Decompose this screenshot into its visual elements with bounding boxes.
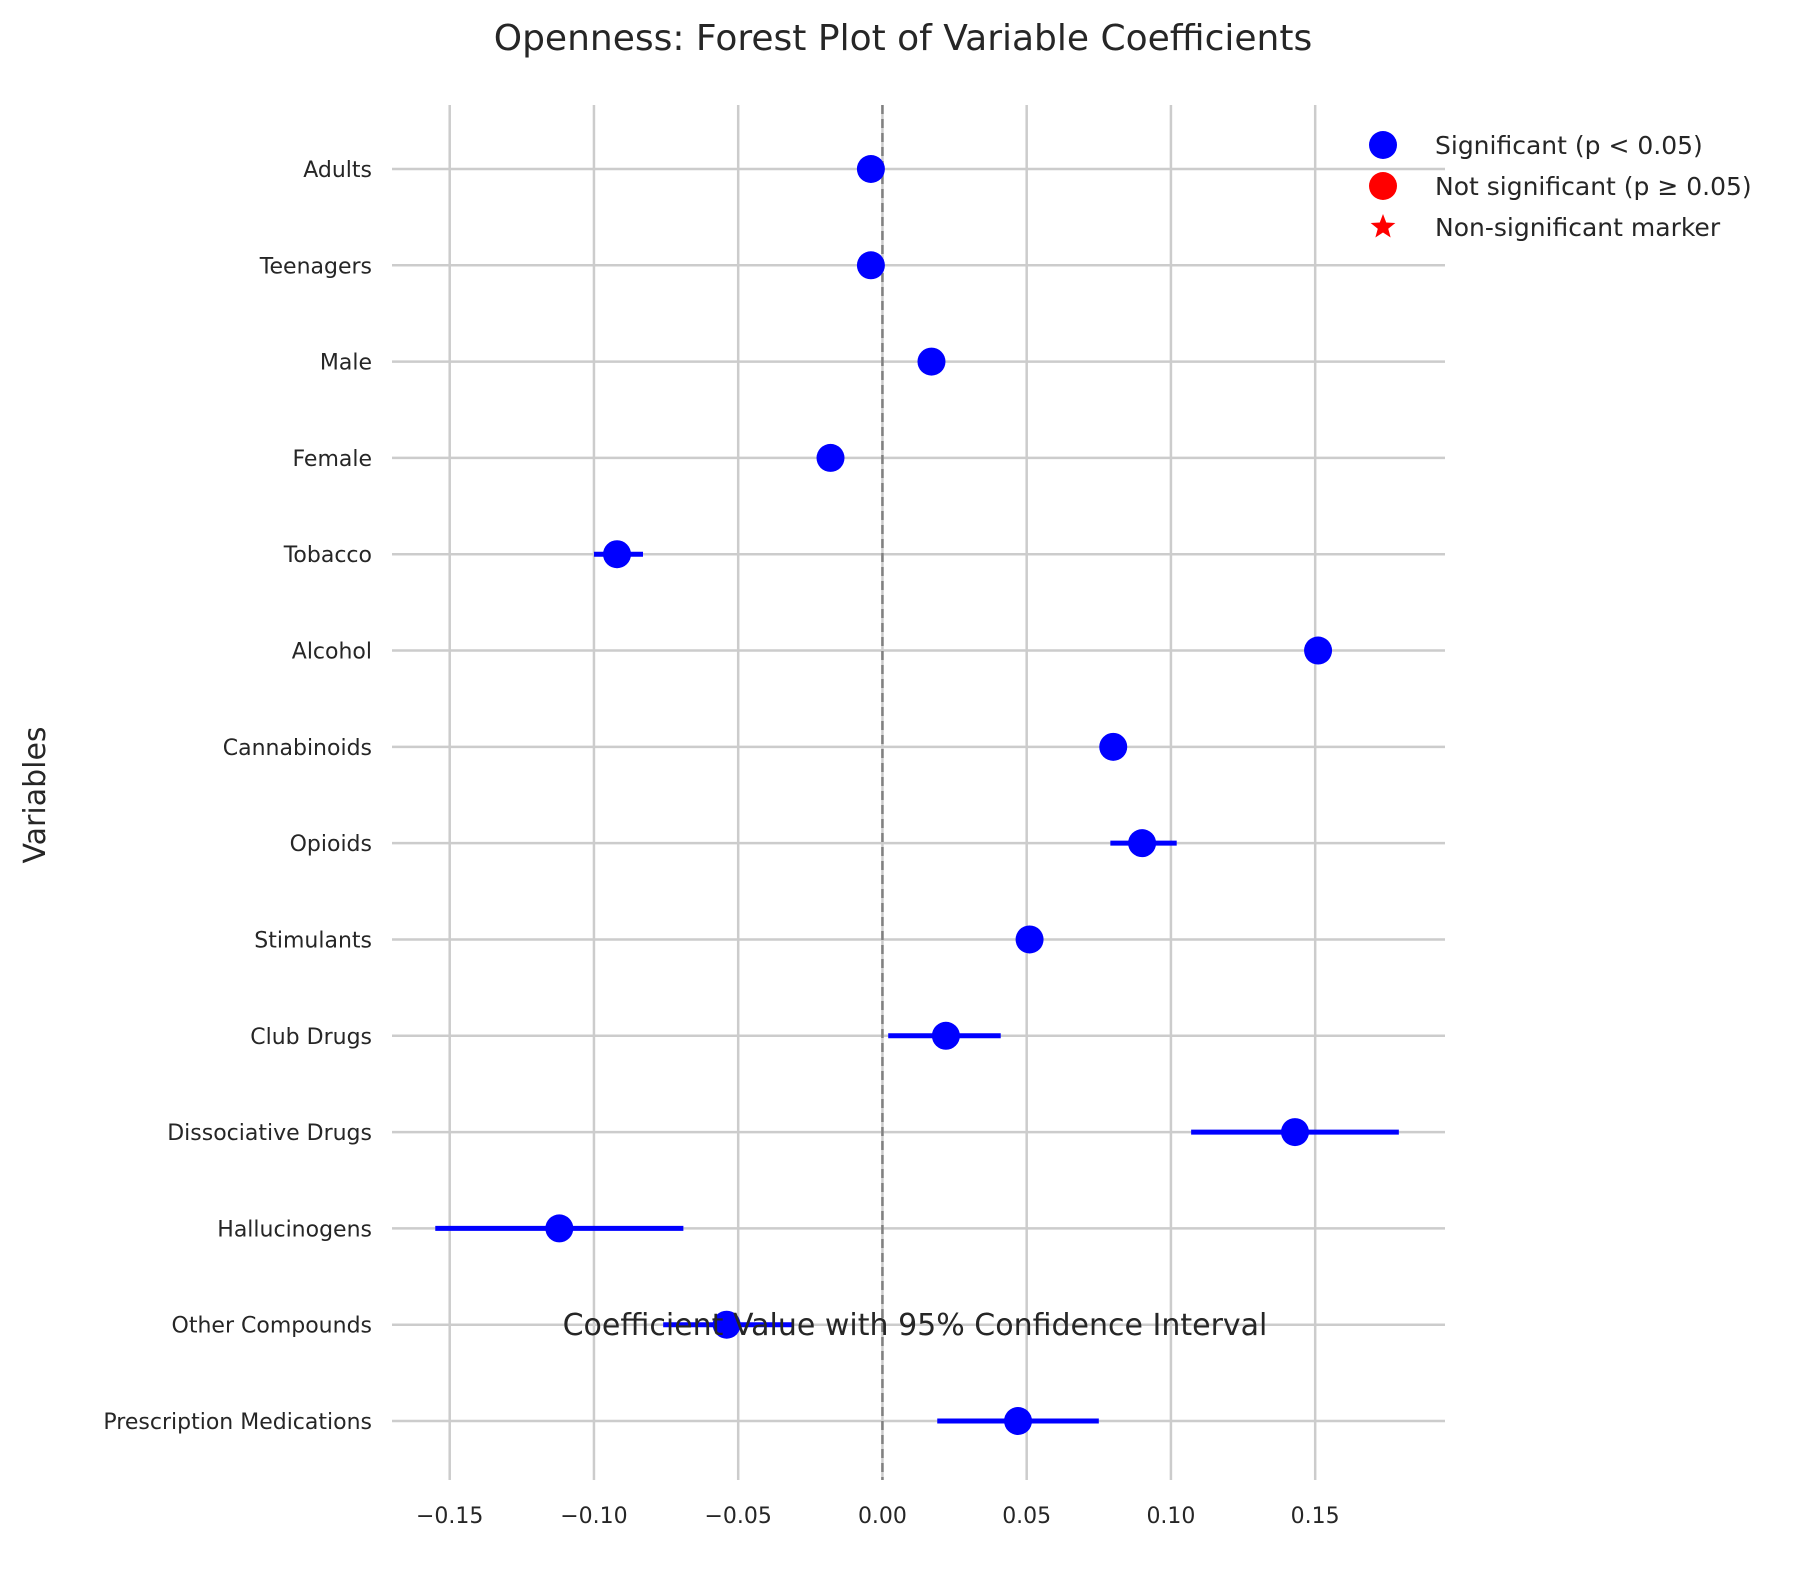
- coefficient-point: [545, 1214, 574, 1243]
- y-tick-label: Female: [292, 447, 372, 472]
- legend: Significant (p < 0.05) Not significant (p…: [1369, 131, 1752, 242]
- coefficient-point: [603, 540, 632, 569]
- legend-circle-marker: [1369, 131, 1397, 159]
- coefficient-point: [856, 155, 885, 183]
- y-tick-label: Prescription Medications: [103, 1410, 372, 1435]
- y-tick-label: Tobacco: [283, 543, 372, 568]
- coefficient-point: [1004, 1407, 1033, 1435]
- coefficient-point: [816, 443, 845, 472]
- coefficient-point: [1304, 636, 1333, 665]
- x-tick-label: −0.10: [560, 1504, 627, 1529]
- coefficient-point: [1099, 732, 1128, 761]
- y-tick-label: Other Compounds: [172, 1314, 372, 1339]
- y-tick-label: Hallucinogens: [217, 1217, 372, 1242]
- x-tick-label: 0.05: [1002, 1504, 1051, 1529]
- x-tick-label: −0.15: [416, 1504, 483, 1529]
- y-axis-label: Variables: [18, 726, 53, 863]
- y-tick-label: Teenagers: [259, 254, 372, 279]
- y-tick-label: Opioids: [290, 832, 372, 857]
- legend-entry-label: Non-significant marker: [1435, 213, 1721, 242]
- legend-entry-label: Not significant (p ≥ 0.05): [1435, 172, 1752, 201]
- x-tick-label: −0.05: [704, 1504, 771, 1529]
- coefficient-point: [1280, 1118, 1309, 1147]
- coefficient-point: [1128, 829, 1157, 858]
- y-tick-label: Adults: [303, 158, 372, 183]
- x-tick-labels: −0.15 −0.10 −0.05 0.00 0.05 0.10 0.15: [416, 1504, 1340, 1529]
- legend-circle-marker: [1369, 172, 1397, 200]
- y-tick-label: Dissociative Drugs: [167, 1121, 372, 1146]
- x-tick-label: 0.10: [1146, 1504, 1195, 1529]
- confidence-intervals: [435, 551, 1399, 1424]
- coefficient-point: [917, 347, 946, 376]
- chart-title: Openness: Forest Plot of Variable Coeffi…: [494, 18, 1313, 59]
- y-tick-labels: Adults Teenagers Male Female Tobacco Alcohol C…: [103, 158, 372, 1435]
- y-tick-label: Alcohol: [292, 640, 372, 665]
- legend-star-marker: [1370, 214, 1396, 238]
- coefficient-points: [545, 155, 1333, 1435]
- legend-entry-label: Significant (p < 0.05): [1435, 131, 1703, 160]
- coefficient-point: [1015, 925, 1044, 954]
- coefficient-point: [856, 251, 885, 280]
- coefficient-point: [712, 1310, 741, 1339]
- y-tick-label: Club Drugs: [250, 1025, 372, 1050]
- x-tick-label: 0.15: [1291, 1504, 1340, 1529]
- y-tick-label: Cannabinoids: [223, 736, 372, 761]
- x-tick-label: 0.00: [858, 1504, 907, 1529]
- y-tick-label: Stimulants: [254, 928, 372, 953]
- x-axis-label: Coefficient Value with 95% Confidence In…: [563, 1308, 1268, 1343]
- y-tick-label: Male: [320, 351, 372, 376]
- coefficient-point: [931, 1021, 960, 1050]
